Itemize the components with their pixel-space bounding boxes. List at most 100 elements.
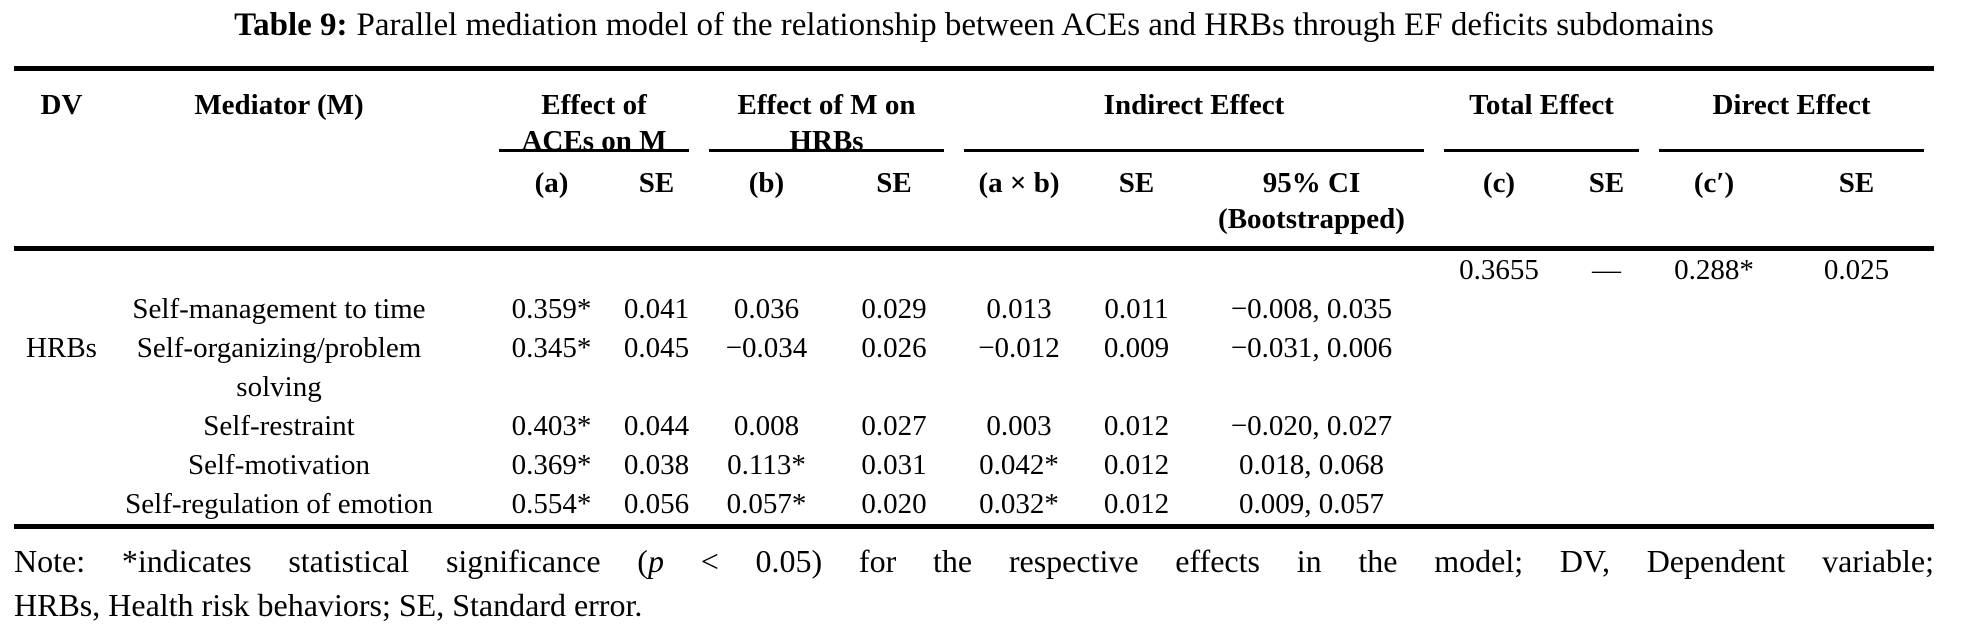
spacer-cell (449, 152, 489, 246)
cell-cprime (1649, 446, 1779, 485)
cell-se-b: 0.027 (861, 410, 927, 442)
cell-ci: 0.018, 0.068 (1239, 449, 1384, 481)
cell-se-b: 0.031 (861, 449, 927, 481)
cell-ci: −0.008, 0.035 (1230, 293, 1393, 325)
cell-dv (14, 407, 109, 446)
cell-se-a: 0.038 (623, 449, 690, 481)
colheader-c: (c) (1482, 167, 1516, 199)
cell-c (1434, 446, 1564, 485)
cell-mediator: Self-motivation (187, 449, 371, 481)
cell-se-b: 0.020 (861, 488, 927, 520)
cell-se-c (1564, 407, 1649, 446)
cell-b: 0.036 (733, 293, 800, 325)
cell-c (1434, 329, 1564, 407)
colgroup-label: Effect of M on HRBs (737, 89, 916, 157)
cell-axb (954, 251, 1084, 290)
cell-c (1434, 290, 1564, 329)
divider-top (14, 66, 1934, 71)
colgroup-direct-effect: Direct Effect (1649, 71, 1934, 152)
cell-axb: 0.032* (979, 488, 1059, 520)
cell-dv (14, 446, 109, 485)
colheader-se-cprime: SE (1838, 167, 1875, 199)
cell-c (1434, 407, 1564, 446)
empty-cell (14, 152, 109, 246)
colgroup-dv: DV (40, 89, 83, 121)
spacer-cell (449, 251, 489, 290)
cell-ci: −0.031, 0.006 (1230, 332, 1393, 364)
cell-mediator: Self-organizing/problem solving (136, 332, 422, 403)
spanner-line (1444, 149, 1639, 152)
spanner-line (709, 149, 944, 152)
cell-a (489, 251, 614, 290)
spanner-line (964, 149, 1424, 152)
cell-b (699, 251, 834, 290)
note-p-italic: p (647, 543, 664, 579)
cell-se-cprime (1779, 329, 1934, 407)
cell-se-ab: 0.011 (1104, 293, 1169, 325)
cell-se-cprime (1779, 485, 1934, 524)
cell-se-b: 0.026 (861, 332, 927, 364)
table-row-self-management: Self-management to time 0.359* 0.041 0.0… (14, 290, 1934, 329)
colgroup-total-effect: Total Effect (1434, 71, 1649, 152)
cell-se-a: 0.045 (623, 332, 690, 364)
cell-dv: HRBs (26, 332, 97, 364)
cell-b: 0.057* (726, 488, 807, 520)
colgroup-mediator: Mediator (M) (194, 89, 364, 121)
cell-c: 0.3655 (1459, 254, 1539, 286)
cell-b: 0.008 (733, 410, 800, 442)
cell-se-c (1564, 290, 1649, 329)
cell-b: −0.034 (725, 332, 808, 364)
colheader-b: (b) (748, 167, 785, 199)
cell-c (1434, 485, 1564, 524)
cell-b: 0.113* (727, 449, 806, 481)
table-row-self-organizing: HRBs Self-organizing/problem solving 0.3… (14, 329, 1934, 407)
group-header-row: DV Mediator (M) Effect of ACEs on M Effe… (14, 71, 1934, 157)
spacer-cell (449, 407, 489, 446)
cell-se-b: 0.029 (861, 293, 927, 325)
cell-se-c (1564, 446, 1649, 485)
table-caption-label: Table 9: (234, 7, 348, 43)
table-row-self-restraint: Self-restraint 0.403* 0.044 0.008 0.027 … (14, 407, 1934, 446)
cell-cprime (1649, 485, 1779, 524)
colheader-se-c: SE (1588, 167, 1625, 199)
table-caption: Table 9: Parallel mediation model of the … (14, 5, 1934, 45)
cell-se-a: 0.044 (623, 410, 690, 442)
cell-a: 0.359* (511, 293, 592, 325)
sub-header-row: (a) SE (b) SE (a × b) SE 95% CI (Bootstr… (14, 152, 1934, 246)
table-row-self-regulation: Self-regulation of emotion 0.554* 0.056 … (14, 485, 1934, 524)
divider-header (14, 246, 1934, 251)
colheader-se-b: SE (876, 167, 912, 199)
cell-a: 0.554* (511, 488, 592, 520)
cell-mediator: Self-management to time (132, 293, 426, 325)
cell-a: 0.345* (511, 332, 592, 364)
table-note: Note: *indicates statistical significanc… (14, 539, 1934, 627)
cell-se-c: — (1592, 254, 1621, 286)
spanner-line (1659, 149, 1924, 152)
cell-se-a: 0.041 (623, 293, 690, 325)
cell-a: 0.369* (511, 449, 592, 481)
cell-se-c (1564, 329, 1649, 407)
cell-se-cprime (1779, 446, 1934, 485)
cell-se-ab: 0.009 (1103, 332, 1170, 364)
colheader-a: (a) (534, 167, 569, 199)
divider-top-line (14, 66, 1934, 71)
spacer-cell (449, 485, 489, 524)
cell-ci (1189, 251, 1434, 290)
cell-cprime (1649, 329, 1779, 407)
note-text: Note: *indicates statistical significanc… (14, 543, 648, 579)
table-caption-text: Parallel mediation model of the relation… (356, 7, 1714, 43)
mediation-table: DV Mediator (M) Effect of ACEs on M Effe… (14, 66, 1934, 529)
divider-bottom (14, 524, 1934, 529)
cell-mediator: Self-restraint (203, 410, 355, 442)
cell-cprime: 0.288* (1674, 254, 1754, 286)
cell-cprime (1649, 290, 1779, 329)
cell-mediator (109, 251, 449, 290)
cell-se-ab: 0.012 (1103, 410, 1170, 442)
cell-axb: 0.003 (986, 410, 1052, 442)
colgroup-label: Direct Effect (1712, 89, 1871, 121)
cell-ci: 0.009, 0.057 (1239, 488, 1384, 520)
colgroup-effect-aces-on-m: Effect of ACEs on M (489, 71, 699, 157)
note-line-1: Note: *indicates statistical significanc… (14, 539, 1934, 583)
empty-cell (109, 152, 449, 246)
